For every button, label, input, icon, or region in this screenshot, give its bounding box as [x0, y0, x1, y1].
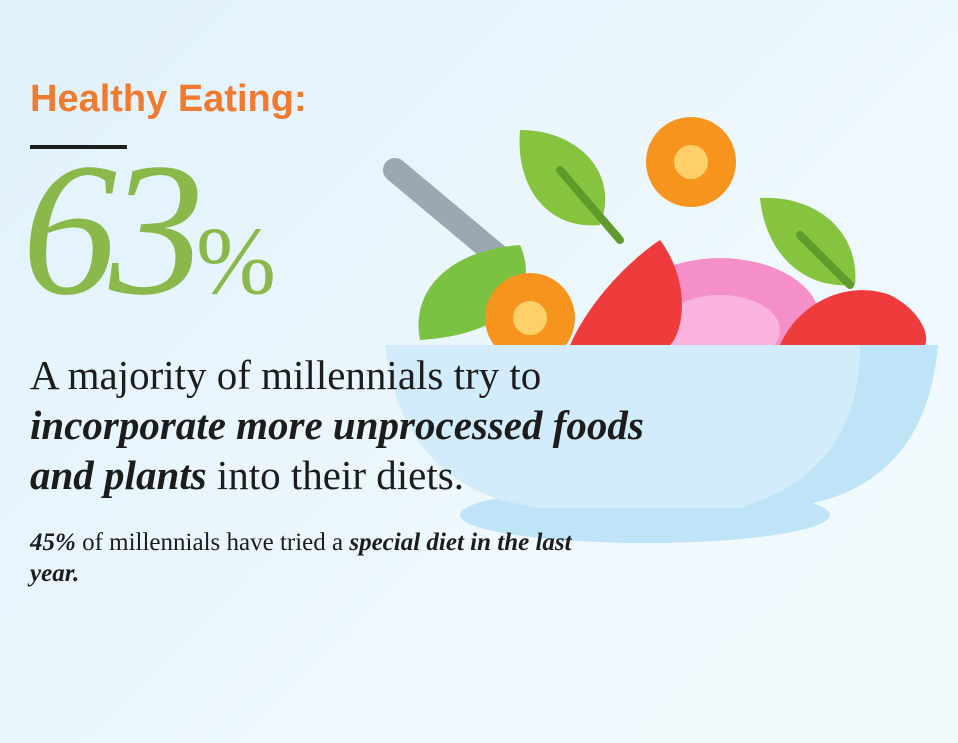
tomato: [780, 290, 927, 345]
carrot-core: [674, 145, 708, 179]
bowl: [385, 345, 938, 508]
emphasis-text: incorporate more unprocessed foods and p…: [30, 402, 644, 498]
text: of millennials have tried a: [75, 529, 350, 556]
stat-number: 63: [22, 125, 204, 335]
note: 45% of millennials have tried a special …: [30, 527, 590, 589]
description: A majority of millennials try to incorpo…: [30, 350, 645, 500]
text: A majority of millennials try to: [30, 352, 542, 398]
stat: 63%: [22, 135, 276, 325]
title: Healthy Eating:: [30, 78, 307, 120]
tomato: [570, 240, 682, 345]
spoon: [383, 158, 517, 274]
leaf-stem: [796, 231, 854, 289]
emphasis-text: special diet in the last year.: [30, 529, 572, 587]
title-rule: [30, 145, 127, 149]
stat-unit: %: [196, 207, 276, 314]
emphasis-text: 45%: [30, 529, 76, 556]
carrot-core: [513, 301, 547, 335]
text: into their diets.: [206, 452, 464, 498]
leaf-stem: [556, 166, 624, 244]
bowl-shade: [740, 345, 938, 508]
